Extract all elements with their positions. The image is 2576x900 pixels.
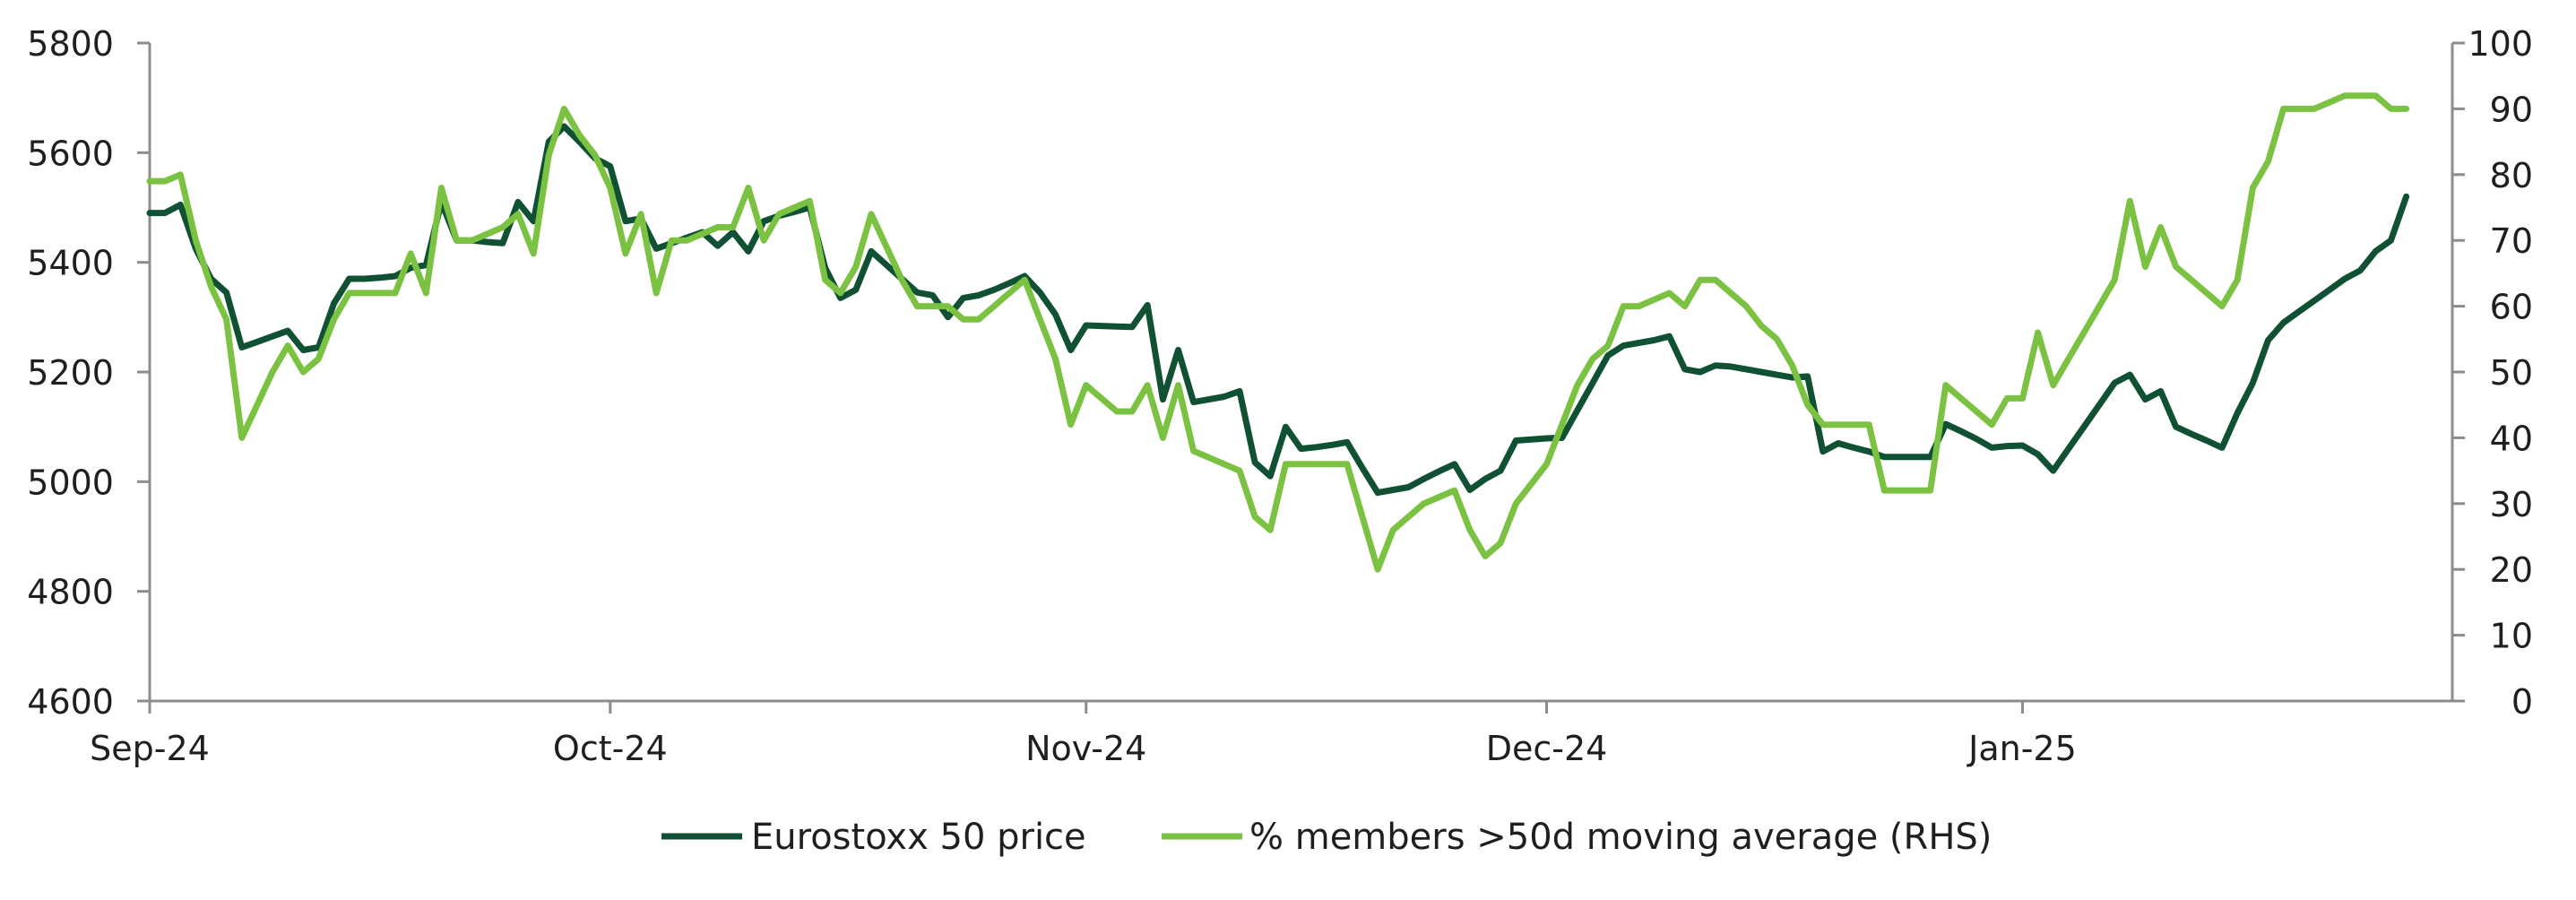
y-left-tick-label: 5200 (27, 353, 114, 393)
y-right-tick-label: 80 (2490, 156, 2533, 195)
x-tick-label: Dec-24 (1486, 729, 1608, 768)
x-tick-label: Sep-24 (90, 729, 210, 768)
y-right-tick-label: 10 (2490, 617, 2533, 656)
x-tick-label: Oct-24 (553, 729, 668, 768)
y-right-tick-label: 100 (2468, 24, 2533, 64)
y-left-tick-label: 5000 (27, 463, 114, 502)
legend-label: Eurostoxx 50 price (751, 817, 1086, 858)
y-right-tick-label: 30 (2490, 485, 2533, 524)
y-left-tick-label: 5800 (27, 24, 114, 64)
series-line-eurostoxx-price (146, 123, 2410, 497)
y-right-tick-label: 60 (2490, 288, 2533, 327)
series-line-members-above-50d (146, 92, 2410, 573)
x-tick-label: Jan-25 (1967, 729, 2077, 768)
y-left-tick-label: 5400 (27, 244, 114, 283)
series-lines (146, 92, 2410, 573)
legend: Eurostoxx 50 price % members >50d moving … (661, 817, 1992, 858)
y-right-tick-label: 20 (2490, 550, 2533, 590)
legend-label: % members >50d moving average (RHS) (1249, 817, 1992, 858)
y-left-tick-label: 5600 (27, 134, 114, 173)
y-right-tick-label: 0 (2511, 682, 2533, 722)
y-right-tick-label: 90 (2490, 90, 2533, 129)
y-right-tick-label: 40 (2490, 419, 2533, 458)
axes: 4600 4800 5000 5200 5400 5600 5800 0 10 20 30 40 50 6… (27, 24, 2533, 768)
y-left-tick-label: 4600 (27, 682, 114, 722)
y-right-tick-label: 70 (2490, 221, 2533, 261)
x-tick-label: Nov-24 (1025, 729, 1146, 768)
y-left-tick-label: 4800 (27, 573, 114, 612)
y-right-tick-label: 50 (2490, 353, 2533, 393)
